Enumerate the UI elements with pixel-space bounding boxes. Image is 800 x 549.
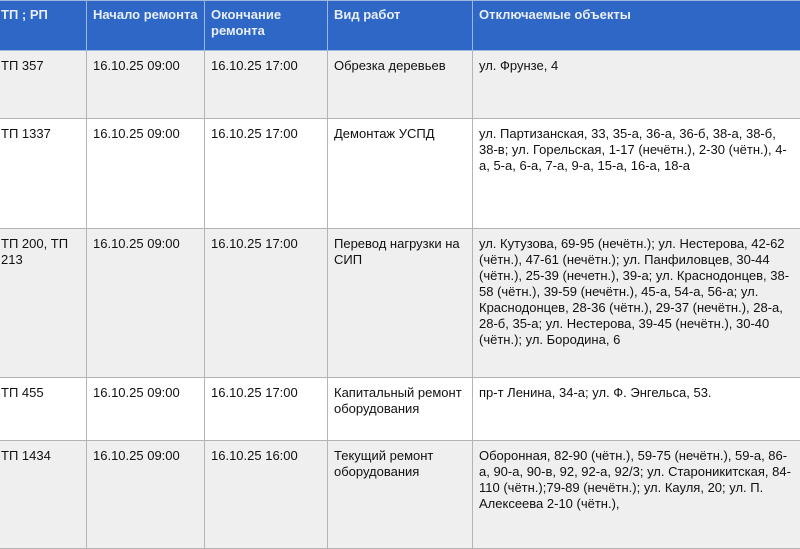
cell-end: 16.10.25 17:00 (205, 378, 328, 441)
cell-end: 16.10.25 17:00 (205, 229, 328, 378)
cell-work: Капитальный ремонт оборудования (328, 378, 473, 441)
cell-objects: ул. Кутузова, 69-95 (нечётн.); ул. Несте… (473, 229, 800, 378)
cell-work: Демонтаж УСПД (328, 119, 473, 229)
table-header-row: ТП ; РП Начало ремонта Окончание ремонта… (0, 1, 800, 51)
column-header-tp: ТП ; РП (0, 1, 87, 51)
cell-tp: ТП 1337 (0, 119, 87, 229)
column-header-end: Окончание ремонта (205, 1, 328, 51)
cell-start: 16.10.25 09:00 (87, 119, 205, 229)
cell-work: Текущий ремонт оборудования (328, 441, 473, 549)
column-header-objects: Отключаемые объекты (473, 1, 800, 51)
column-header-start: Начало ремонта (87, 1, 205, 51)
cell-objects: Оборонная, 82-90 (чётн.), 59-75 (нечётн.… (473, 441, 800, 549)
cell-tp: ТП 1434 (0, 441, 87, 549)
cell-objects: ул. Фрунзе, 4 (473, 51, 800, 119)
cell-work: Перевод нагрузки на СИП (328, 229, 473, 378)
cell-tp: ТП 455 (0, 378, 87, 441)
cell-tp: ТП 357 (0, 51, 87, 119)
cell-objects: пр-т Ленина, 34-а; ул. Ф. Энгельса, 53. (473, 378, 800, 441)
cell-start: 16.10.25 09:00 (87, 51, 205, 119)
cell-start: 16.10.25 09:00 (87, 229, 205, 378)
cell-end: 16.10.25 16:00 (205, 441, 328, 549)
cell-end: 16.10.25 17:00 (205, 51, 328, 119)
cell-start: 16.10.25 09:00 (87, 378, 205, 441)
column-header-work: Вид работ (328, 1, 473, 51)
cell-end: 16.10.25 17:00 (205, 119, 328, 229)
cell-start: 16.10.25 09:00 (87, 441, 205, 549)
cell-work: Обрезка деревьев (328, 51, 473, 119)
cell-tp: ТП 200, ТП 213 (0, 229, 87, 378)
cell-objects: ул. Партизанская, 33, 35-а, 36-а, 36-б, … (473, 119, 800, 229)
